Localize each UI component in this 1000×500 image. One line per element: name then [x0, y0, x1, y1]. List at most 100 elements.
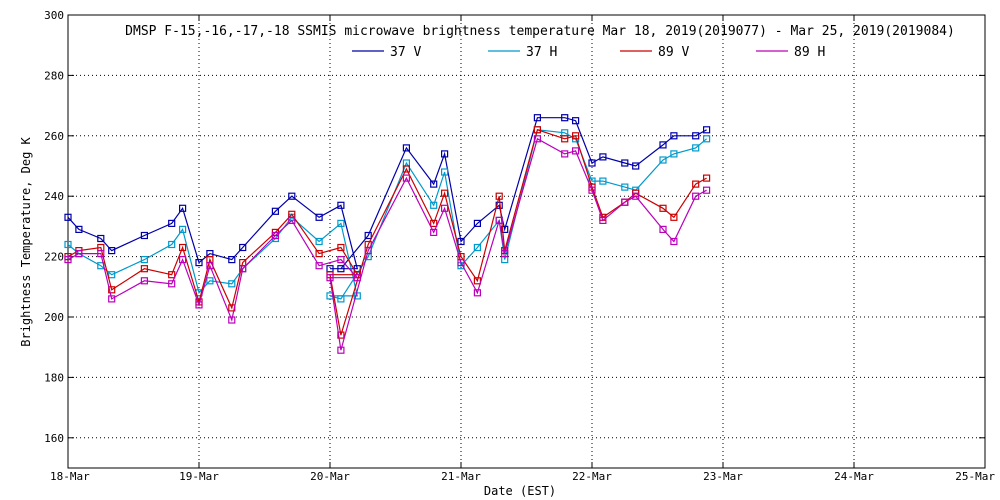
data-point: [97, 234, 105, 243]
data-point: [621, 183, 629, 191]
data-point: [571, 147, 580, 155]
data-point: [64, 240, 72, 249]
data-point: [75, 225, 83, 233]
data-point: [692, 132, 700, 140]
data-point: [430, 201, 438, 209]
y-tick-label: 260: [44, 130, 64, 143]
chart-title: DMSP F-15,-16,-17,-18 SSMIS microwave br…: [125, 24, 955, 39]
grid: [68, 15, 985, 468]
y-tick-label: 180: [44, 371, 64, 384]
data-point: [473, 289, 481, 297]
data-point: [670, 150, 678, 158]
series-line: [67, 137, 707, 351]
data-point: [702, 126, 711, 134]
data-point: [179, 204, 187, 212]
data-point: [599, 216, 607, 224]
y-tick-label: 300: [44, 9, 64, 22]
x-tick-label: 21-Mar: [441, 470, 481, 483]
data-point: [239, 243, 247, 252]
data-point: [571, 117, 580, 125]
x-tick-label: 25-Mar: [955, 470, 995, 483]
data-point: [337, 346, 345, 354]
series-line: [67, 117, 707, 270]
data-point: [501, 225, 509, 233]
data-point: [337, 265, 345, 273]
x-axis: 18-Mar 19-Mar 20-Mar 21-Mar 22-Mar 23-Mar 24-M…: [50, 15, 995, 483]
data-point: [288, 216, 296, 224]
legend: 37 V 37 H 89 V 89 H: [352, 45, 825, 60]
data-point: [97, 250, 105, 258]
data-point: [64, 213, 72, 221]
data-point: [337, 243, 345, 252]
data-point: [441, 168, 449, 176]
data-point: [206, 277, 214, 285]
data-point: [179, 243, 187, 252]
y-tick-label: 240: [44, 190, 64, 203]
data-point: [659, 204, 667, 212]
series-89-v: [64, 126, 711, 339]
data-point: [168, 280, 176, 288]
data-point: [75, 250, 83, 258]
data-point: [430, 228, 438, 236]
data-point: [702, 174, 711, 182]
data-point: [239, 265, 247, 273]
y-axis: 160 180 200 220 240 260 280 300: [44, 9, 985, 445]
data-point: [206, 262, 214, 270]
data-point: [337, 201, 345, 209]
data-point: [692, 192, 700, 200]
plot-frame: [67, 14, 986, 469]
data-point: [195, 259, 203, 267]
data-point: [364, 231, 372, 240]
data-point: [140, 277, 148, 285]
data-point: [599, 177, 607, 185]
y-tick-label: 220: [44, 251, 64, 264]
data-point: [140, 265, 148, 273]
x-tick-label: 18-Mar: [50, 470, 90, 483]
x-tick-label: 19-Mar: [179, 470, 219, 483]
data-point: [430, 219, 438, 227]
x-tick-label: 23-Mar: [703, 470, 743, 483]
data-point: [588, 159, 596, 167]
data-point: [228, 280, 236, 288]
x-tick-label: 20-Mar: [310, 470, 350, 483]
data-point: [337, 295, 345, 303]
data-point: [571, 132, 580, 140]
data-point: [64, 256, 72, 264]
data-point: [441, 204, 449, 212]
data-point: [670, 132, 678, 140]
data-point: [659, 225, 667, 233]
data-point: [228, 316, 236, 324]
x-tick-label: 22-Mar: [572, 470, 612, 483]
data-point: [473, 219, 481, 227]
data-point: [168, 219, 176, 227]
series-line: [67, 129, 707, 300]
y-tick-label: 160: [44, 432, 64, 445]
data-point: [168, 271, 176, 279]
data-point: [326, 274, 334, 282]
data-point: [271, 207, 279, 215]
data-point: [108, 247, 116, 255]
x-axis-label: Date (EST): [484, 484, 556, 498]
data-point: [140, 256, 148, 264]
data-point: [702, 186, 711, 194]
data-point: [495, 201, 503, 209]
data-point: [495, 192, 503, 200]
data-point: [692, 180, 700, 188]
legend-label: 89 V: [658, 45, 689, 60]
data-point: [588, 186, 596, 194]
data-point: [501, 250, 509, 258]
data-point: [599, 153, 607, 161]
data-point: [168, 240, 176, 249]
data-point: [402, 144, 410, 152]
data-point: [441, 189, 449, 197]
data-point: [621, 198, 629, 206]
y-tick-label: 200: [44, 311, 64, 324]
data-point: [315, 237, 323, 246]
data-point: [353, 274, 361, 282]
data-point: [457, 259, 465, 267]
legend-label: 37 H: [526, 45, 557, 60]
data-point: [473, 243, 481, 252]
y-tick-label: 280: [44, 69, 64, 82]
data-point: [179, 256, 187, 264]
